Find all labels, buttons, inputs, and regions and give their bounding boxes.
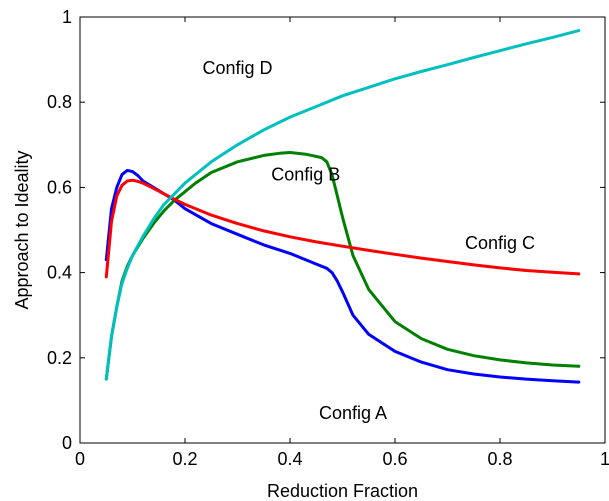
- y-tick-label: 0: [62, 433, 72, 453]
- x-axis-ticks: 0 0.2 0.4 0.6 0.8 1: [75, 17, 609, 469]
- series-layer: [104, 29, 581, 384]
- y-tick-label: 0.8: [47, 92, 72, 112]
- series-line-config-d: [104, 29, 581, 381]
- x-tick-label: 0.8: [487, 449, 512, 469]
- y-tick-label: 0.6: [47, 177, 72, 197]
- y-tick-label: 0.2: [47, 348, 72, 368]
- series-label-config-b: Config B: [271, 165, 340, 185]
- series-line-config-b: [104, 151, 581, 381]
- plot-area-frame: [79, 16, 606, 444]
- x-axis-label: Reduction Fraction: [267, 481, 418, 501]
- x-tick-label: 0.2: [172, 449, 197, 469]
- series-line-config-c: [104, 178, 581, 279]
- series-labels: Config A Config B Config C Config D: [202, 58, 535, 423]
- series-line-config-a: [104, 168, 581, 384]
- x-tick-label: 1: [600, 449, 609, 469]
- x-tick-label: 0: [75, 449, 85, 469]
- series-label-config-a: Config A: [319, 403, 387, 423]
- x-tick-label: 0.4: [277, 449, 302, 469]
- series-label-config-d: Config D: [202, 58, 272, 78]
- y-tick-label: 1: [62, 7, 72, 27]
- x-tick-label: 0.6: [382, 449, 407, 469]
- series-label-config-c: Config C: [465, 233, 535, 253]
- y-axis-ticks: 0 0.2 0.4 0.6 0.8 1: [47, 7, 605, 453]
- y-axis-label: Approach to Ideality: [12, 150, 32, 309]
- y-tick-label: 0.4: [47, 263, 72, 283]
